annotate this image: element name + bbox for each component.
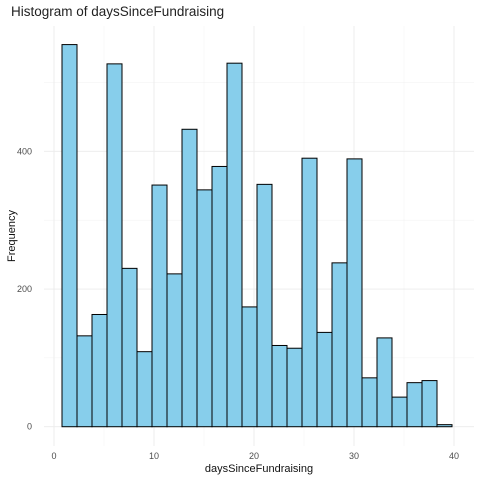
- x-tick-label: 40: [449, 451, 459, 461]
- histogram-bar: [436, 424, 453, 428]
- y-tick-label: 200: [17, 284, 32, 294]
- histogram-bar: [106, 63, 123, 428]
- histogram-bar: [76, 335, 93, 428]
- y-axis-title: Frequency: [6, 210, 18, 262]
- x-axis-title: daysSinceFundraising: [205, 463, 313, 475]
- histogram-bar: [181, 128, 198, 428]
- histogram-bar: [406, 382, 423, 428]
- histogram-bar: [316, 331, 333, 428]
- histogram-bar: [241, 306, 258, 428]
- histogram-bar: [61, 44, 78, 428]
- histogram-bar: [271, 344, 288, 428]
- histogram-bar: [196, 189, 213, 428]
- x-tick-label: 20: [249, 451, 259, 461]
- histogram-bar: [91, 313, 108, 428]
- histogram-bar: [151, 184, 168, 428]
- histogram-bar: [166, 273, 183, 428]
- x-tick-label: 30: [349, 451, 359, 461]
- chart-title: Histogram of daysSinceFundraising: [11, 4, 225, 19]
- histogram-bar: [121, 267, 138, 428]
- x-tick-label: 10: [149, 451, 159, 461]
- histogram-bar: [286, 347, 303, 428]
- histogram-bar: [256, 183, 273, 428]
- histogram-bar: [361, 377, 378, 428]
- histogram-bar: [376, 337, 393, 428]
- y-tick-label: 400: [17, 146, 32, 156]
- histogram-bar: [226, 62, 243, 428]
- y-tick-label: 0: [27, 422, 32, 432]
- histogram-bar: [391, 396, 408, 428]
- histogram-bar: [346, 158, 363, 428]
- histogram-bar: [211, 165, 228, 428]
- histogram-bar: [136, 351, 153, 428]
- histogram-bar: [331, 262, 348, 428]
- x-tick-label: 0: [51, 451, 56, 461]
- histogram-bar: [421, 380, 438, 428]
- histogram-bar: [301, 157, 318, 428]
